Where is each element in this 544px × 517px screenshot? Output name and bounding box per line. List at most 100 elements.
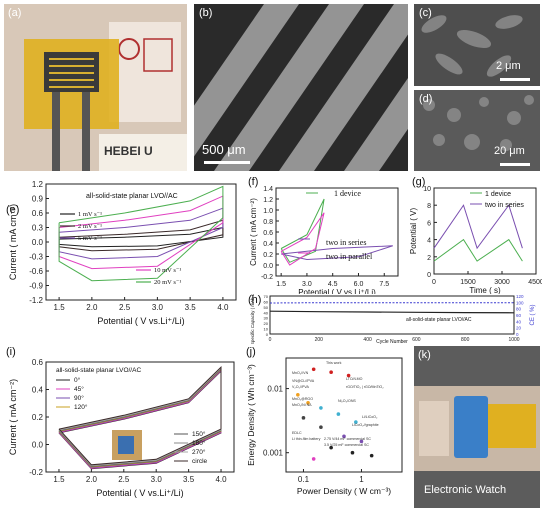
y2-tick-label-h: 100 — [516, 300, 524, 305]
plot-frame-j — [285, 357, 403, 473]
chart-title-i: all-solid-state planar LVO//AC — [56, 367, 141, 374]
legend-label-i: 45° — [74, 385, 84, 393]
plot-frame-g — [433, 187, 537, 275]
y-tick-label-f: 1.2 — [263, 197, 273, 204]
panel-d-label: (d) — [419, 93, 433, 105]
x-tick-label-h: 800 — [461, 337, 470, 343]
x-tick-label-i: 3.5 — [183, 475, 195, 484]
chart-h-svg: 0 200 400 600 800 100001020304050607002040608… — [250, 294, 536, 344]
panel-a-photo: (a) HEBEI U — [4, 4, 187, 171]
certificate-paper — [109, 22, 181, 122]
panel-b-label: (b) — [199, 7, 213, 19]
x-tick-label-h: 400 — [363, 337, 372, 343]
plot-frame-h — [269, 295, 515, 335]
y-tick-label-h: 70 — [264, 294, 269, 299]
ragone-point-j — [350, 450, 355, 455]
x-tick-label-g: 1500 — [460, 279, 476, 286]
ragone-point-j — [329, 445, 333, 450]
panel-c-label: (c) — [419, 7, 432, 19]
x-tick-label-e: 3.5 — [185, 303, 197, 312]
x-axis-label-h: Cycle Number — [376, 339, 408, 344]
x-tick-label-f: 3.0 — [302, 281, 312, 288]
sign-text: HEBEI U — [104, 144, 153, 158]
cv-curve-e — [58, 185, 224, 282]
x-tick-label-g: 0 — [432, 279, 436, 286]
y-tick-label-f: 0.6 — [263, 230, 273, 237]
x-axis-label-f: Potential ( V vs.Li⁺/Li) — [298, 288, 376, 294]
ragone-annotation-j: Li thin-film battery — [292, 437, 321, 441]
ragone-point-j — [342, 434, 346, 439]
annotation-h: all-solid-state planar LVO//AC — [406, 317, 472, 323]
x-tick-label-g: 4500 — [528, 279, 542, 286]
y2-tick-label-h: 0 — [516, 332, 519, 337]
y-tick-label-e: -1.2 — [29, 296, 43, 305]
cv-curve-f — [280, 198, 325, 263]
y-tick-label-j: 0.01 — [267, 385, 283, 394]
ragone-annotation-j: Li/LiCoO₂ — [362, 415, 378, 419]
y-axis-label-i: Current ( mA cm⁻²) — [8, 379, 18, 455]
ragone-annotation-j: 2.75 V/44 mF commercial SC — [324, 437, 371, 441]
scale-bar-c — [500, 78, 530, 81]
y-tick-label-g: 8 — [427, 203, 431, 210]
cv-curve-f — [281, 245, 393, 261]
y-tick-label-e: -0.6 — [29, 267, 43, 276]
ragone-annotation-j: rGO/TiO₂ | rGO/MnTiO₂ — [346, 385, 384, 389]
x-tick-label-i: 2.5 — [118, 475, 130, 484]
panel-b-sem: (b) 500 μm — [194, 4, 408, 171]
ragone-point-j — [336, 412, 341, 416]
x-tick-label-i: 3.0 — [151, 475, 163, 484]
x-tick-label-h: 600 — [412, 337, 421, 343]
legend-label-e: 1 mV s⁻¹ — [78, 211, 102, 218]
y-axis-label-e: Current ( mA cm⁻²) — [8, 204, 18, 280]
y-axis-label-g: Potential ( V) — [409, 208, 418, 255]
y2-tick-label-h: 120 — [516, 294, 524, 299]
y-axis-label-f: Current ( mA cm⁻²) — [249, 198, 258, 266]
x-axis-label-i: Potential ( V vs.Li⁺/Li) — [96, 488, 183, 498]
gcd-curve-g — [433, 238, 523, 262]
y-tick-label-h: 50 — [264, 305, 269, 310]
legend-label-i: 150° — [192, 430, 206, 438]
panel-g-label: (g) — [412, 176, 426, 188]
ragone-annotation-j: V₂O₅//PVA — [292, 385, 310, 389]
panel-j-label: (j) — [246, 346, 256, 358]
panel-c-sem: (c) 2 μm — [414, 4, 540, 86]
panel-k-photo: (k) Electronic Watch — [414, 346, 540, 508]
kapton-band — [488, 404, 536, 448]
panel-k-label: (k) — [418, 349, 431, 361]
y-tick-label-h: 40 — [264, 310, 269, 315]
y-tick-label-f: 0.4 — [263, 241, 273, 248]
ragone-annotation-j: 3.5 V/25 mF commercial SC — [324, 443, 369, 447]
y-tick-label-h: 20 — [264, 321, 269, 326]
chart-e-svg: 1.5 2.0 2.5 3.0 3.5 4.0 1.2 0.9 0.6 0.3 0.0 -0.3 -0.… — [8, 180, 237, 326]
ragone-point-j — [311, 457, 316, 461]
legend-label-f: two in series — [326, 238, 366, 247]
device-photo — [4, 4, 187, 171]
y-tick-label-h: 10 — [264, 327, 269, 332]
ragone-annotation-j: LTO//LMO — [346, 377, 363, 381]
x-tick-label-f: 1.5 — [276, 281, 286, 288]
y-tick-label-i: 0.6 — [32, 358, 44, 367]
chart-g-svg: 0 1500 3000 4500 0 2 4 6 8 10 Time ( s) Potential (… — [409, 186, 542, 294]
ragone-point-j — [369, 453, 374, 458]
y2-tick-label-h: 80 — [516, 307, 522, 312]
ragone-annotation-j: VN@CL//PVA — [292, 379, 315, 383]
scale-label-c: 2 μm — [496, 60, 521, 72]
y-tick-label-e: 0.0 — [32, 238, 44, 247]
x-tick-label-i: 2.0 — [86, 475, 98, 484]
legend-label-g: two in series — [485, 202, 524, 209]
cv-curve-i — [58, 366, 222, 466]
y-tick-label-f: -0.2 — [261, 274, 273, 281]
panel-f-label: (f) — [248, 176, 259, 188]
y-tick-label-g: 10 — [423, 186, 431, 193]
y-tick-label-h: 60 — [264, 299, 269, 304]
x-tick-label-e: 2.5 — [119, 303, 131, 312]
y-tick-label-e: -0.9 — [29, 282, 43, 291]
x-tick-label-i: 4.0 — [215, 475, 227, 484]
x-axis-label-e: Potential ( V vs.Li⁺/Li) — [97, 316, 184, 326]
x-tick-label-j: 0.1 — [298, 475, 310, 484]
ragone-annotation-j: MnO₂//VN — [292, 371, 309, 375]
watch-display — [454, 396, 488, 458]
y-tick-label-f: 0.2 — [263, 252, 273, 259]
y2-axis-label-h: CE ( %) — [530, 304, 536, 325]
